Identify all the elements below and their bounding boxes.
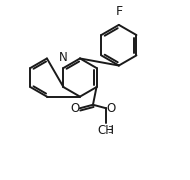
- Text: F: F: [115, 5, 122, 18]
- Text: O: O: [106, 102, 115, 115]
- Text: 3: 3: [108, 127, 113, 136]
- Text: N: N: [59, 51, 68, 64]
- Text: CH: CH: [98, 124, 115, 137]
- Text: O: O: [71, 102, 80, 115]
